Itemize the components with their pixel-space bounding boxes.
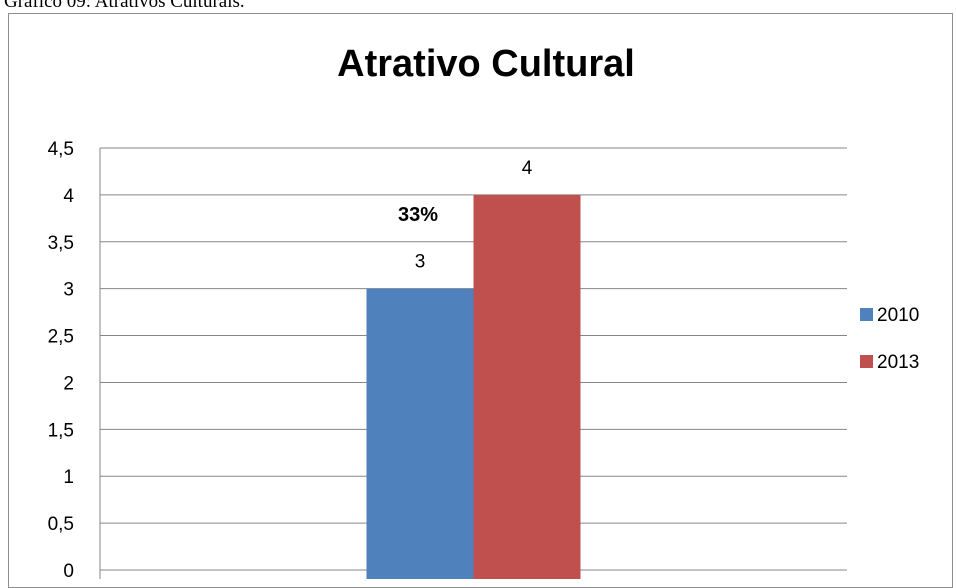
y-tick-label: 3 xyxy=(63,280,74,301)
y-tick-label: 4,5 xyxy=(48,139,74,160)
y-tick-label: 3,5 xyxy=(48,233,74,254)
y-tick-label: 1,5 xyxy=(48,420,74,441)
chart-title: Atrativo Cultural xyxy=(337,43,635,85)
y-tick-label: 4 xyxy=(63,186,74,207)
legend-swatch-2013 xyxy=(860,355,873,368)
legend-label-2013: 2013 xyxy=(877,352,919,373)
y-tick-label: 0 xyxy=(63,561,74,579)
legend-label-2010: 2010 xyxy=(877,305,919,326)
y-tick-label: 1 xyxy=(63,467,74,488)
bar-2013 xyxy=(473,194,581,579)
y-tick-labels: 0 0,5 1 1,5 2 2,5 3 3,5 4 4,5 xyxy=(48,139,75,579)
data-label-2010: 3 xyxy=(415,252,426,273)
legend: 2010 2013 xyxy=(860,305,919,373)
data-label-2013: 4 xyxy=(522,158,533,179)
y-tick-label: 2,5 xyxy=(48,327,74,348)
figure-caption: Gráfico 09: Atrativos Culturais. xyxy=(4,0,245,12)
bar-2010 xyxy=(366,288,474,579)
y-tick-label: 2 xyxy=(63,373,74,394)
bars xyxy=(366,194,581,579)
percent-change-annotation: 33% xyxy=(398,204,438,226)
y-tick-label: 0,5 xyxy=(48,514,74,535)
data-labels: 34 xyxy=(415,158,533,273)
legend-swatch-2010 xyxy=(860,308,873,321)
